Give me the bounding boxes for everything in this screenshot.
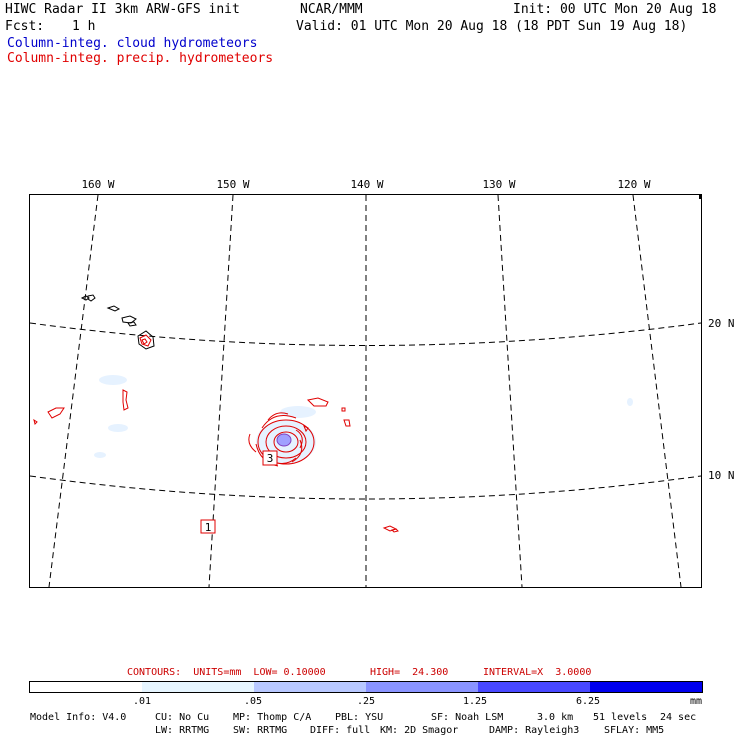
footer-km: KM: 2D Smagor [380,725,459,736]
lon-label-130w: 130 W [482,178,515,191]
lon-label-140w: 140 W [350,178,383,191]
colorbar-tick-3: .25 [357,696,376,707]
footer-diff: DIFF: full [310,725,371,736]
precip-contours [33,334,399,533]
colorbar-seg-3 [254,682,366,692]
legend-precip: Column-integ. precip. hydrometeors [7,51,274,66]
lat-label-20n: 20 N [708,317,735,330]
fcst-label: Fcst: [5,19,45,34]
colorbar-seg-2 [142,682,254,692]
contour-high-text: HIGH= 24.300 [370,667,449,678]
colorbar-tick-4: 1.25 [463,696,488,707]
lon-label-150w: 150 W [216,178,249,191]
annotation-box-1: 1 [200,519,216,534]
contour-units-text: CONTOURS: UNITS=mm LOW= 0.10000 [127,667,326,678]
footer-levels: 51 levels [593,712,648,723]
footer-res: 3.0 km [537,712,574,723]
footer-mp: MP: Thomp C/A [233,712,312,723]
footer-timestep: 24 sec [660,712,697,723]
annotation-1: 1 [205,521,212,534]
valid-time: Valid: 01 UTC Mon 20 Aug 18 (18 PDT Sun … [296,19,688,34]
footer-lw: LW: RRTMG [155,725,210,736]
lon-label-160w: 160 W [81,178,114,191]
hurricane-core [276,433,292,447]
lat-label-10n: 10 N [708,469,735,482]
footer-pbl: PBL: YSU [335,712,384,723]
org-label: NCAR/MMM [300,2,363,17]
colorbar-tick-5: 6.25 [576,696,601,707]
chart-title: HIWC Radar II 3km ARW-GFS init [5,2,240,17]
footer-cu: CU: No Cu [155,712,210,723]
footer-damp: DAMP: Rayleigh3 [489,725,580,736]
cloud-areas [94,375,633,464]
colorbar-seg-6 [590,682,702,692]
colorbar-seg-1 [30,682,142,692]
colorbar-tick-1: .01 [133,696,152,707]
footer-sw: SW: RRTMG [233,725,288,736]
hawaii-coastlines [80,294,155,350]
footer-model-info: Model Info: V4.0 [30,712,127,723]
annotation-3: 3 [267,452,274,465]
init-time: Init: 00 UTC Mon 20 Aug 18 [513,2,717,17]
colorbar-seg-4 [366,682,478,692]
footer-sf: SF: Noah LSM [431,712,504,723]
colorbar-unit: mm [690,696,703,707]
lon-label-120w: 120 W [617,178,650,191]
annotation-box-3: 3 [262,450,278,466]
legend-cloud: Column-integ. cloud hydrometeors [7,36,258,51]
colorbar-seg-5 [478,682,590,692]
colorbar [29,681,703,693]
map-frame [29,194,702,588]
graticule [29,194,702,588]
colorbar-tick-2: .05 [244,696,263,707]
fcst-value: 1 h [72,19,96,34]
footer-sflay: SFLAY: MM5 [604,725,665,736]
contour-interval-text: INTERVAL=X 3.0000 [483,667,592,678]
